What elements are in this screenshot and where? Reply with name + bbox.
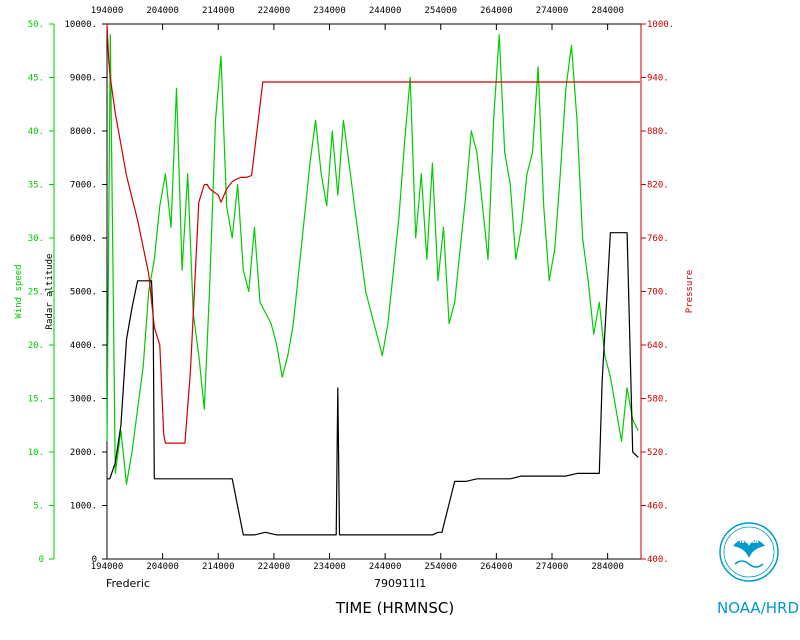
pressure-tick-label: 640. xyxy=(647,341,669,351)
radar-tick-label: 0 xyxy=(92,555,97,565)
radar-tick-label: 7000. xyxy=(70,181,97,191)
x-tick-label-bottom: 234000 xyxy=(313,562,346,572)
x-tick-label-top: 274000 xyxy=(536,6,569,16)
radar-tick-label: 2000. xyxy=(70,448,97,458)
x-tick-label-top: 254000 xyxy=(424,6,457,16)
radar-tick-label: 10000. xyxy=(64,20,97,30)
x-tick-label-bottom: 224000 xyxy=(258,562,291,572)
pressure-tick-label: 1000. xyxy=(647,20,674,30)
pressure-tick-label: 520. xyxy=(647,448,669,458)
wind-tick-label: 45. xyxy=(28,74,44,84)
wind-tick-label: 0 xyxy=(39,555,44,565)
radar-tick-label: 5000. xyxy=(70,288,97,298)
radar-axis-title: Radar altitude xyxy=(45,254,55,330)
x-tick-label-bottom: 214000 xyxy=(202,562,235,572)
x-tick-label-top: 244000 xyxy=(369,6,402,16)
radar-tick-label: 1000. xyxy=(70,502,97,512)
x-tick-label-bottom: 284000 xyxy=(591,562,624,572)
x-axis-title: TIME (HRMNSC) xyxy=(335,599,454,617)
series-layer xyxy=(106,23,640,536)
flight-id-label: 790911I1 xyxy=(374,577,426,590)
noaa-seagull-icon xyxy=(733,540,765,558)
label-layer: Frederic 790911I1 TIME (HRMNSC) NOAA/HRD xyxy=(106,577,799,617)
radar-tick-label: 4000. xyxy=(70,341,97,351)
pressure-tick-label: 580. xyxy=(647,395,669,405)
series-line-radar xyxy=(107,232,639,536)
storm-label: Frederic xyxy=(106,577,150,590)
x-tick-label-bottom: 264000 xyxy=(480,562,513,572)
x-tick-label-top: 264000 xyxy=(480,6,513,16)
x-tick-label-top: 234000 xyxy=(313,6,346,16)
x-tick-label-top: 204000 xyxy=(146,6,179,16)
wind-tick-label: 10. xyxy=(28,448,44,458)
x-tick-label-bottom: 204000 xyxy=(146,562,179,572)
pressure-tick-label: 460. xyxy=(647,502,669,512)
pressure-tick-label: 880. xyxy=(647,127,669,137)
wind-tick-label: 15. xyxy=(28,395,44,405)
wind-tick-label: 35. xyxy=(28,181,44,191)
pressure-tick-label: 820. xyxy=(647,181,669,191)
noaa-logo-ring xyxy=(719,522,779,582)
noaa-logo-text: NOAA xyxy=(739,538,759,545)
noaa-logo-ring-inner xyxy=(723,526,775,578)
x-tick-label-top: 214000 xyxy=(202,6,235,16)
x-tick-label-bottom: 274000 xyxy=(536,562,569,572)
wind-tick-label: 50. xyxy=(28,20,44,30)
x-tick-label-bottom: 254000 xyxy=(424,562,457,572)
noaa-wave-icon xyxy=(734,560,764,568)
x-tick-label-bottom: 194000 xyxy=(91,562,124,572)
pressure-tick-label: 940. xyxy=(647,74,669,84)
wind-tick-label: 30. xyxy=(28,234,44,244)
pressure-tick-label: 400. xyxy=(647,555,669,565)
pressure-tick-label: 760. xyxy=(647,234,669,244)
pressure-axis-title: Pressure xyxy=(685,270,695,313)
x-tick-label-top: 194000 xyxy=(91,6,124,16)
wind-tick-label: 40. xyxy=(28,127,44,137)
radar-tick-label: 8000. xyxy=(70,127,97,137)
x-tick-label-top: 224000 xyxy=(258,6,291,16)
x-tick-label-bottom: 244000 xyxy=(369,562,402,572)
radar-tick-label: 9000. xyxy=(70,74,97,84)
pressure-tick-label: 700. xyxy=(647,288,669,298)
x-tick-label-top: 284000 xyxy=(591,6,624,16)
noaa-logo: NOAA xyxy=(719,522,779,582)
wind-tick-label: 20. xyxy=(28,341,44,351)
wind-axis-title: Wind speed xyxy=(14,264,24,318)
series-line-pressure xyxy=(106,23,640,444)
wind-tick-label: 5. xyxy=(33,502,44,512)
agency-label: NOAA/HRD xyxy=(717,599,799,617)
wind-tick-label: 25. xyxy=(28,288,44,298)
axes-layer: 194000 194000 204000 204000 214000 214000 2240… xyxy=(14,6,695,572)
radar-tick-label: 6000. xyxy=(70,234,97,244)
radar-tick-label: 3000. xyxy=(70,395,97,405)
